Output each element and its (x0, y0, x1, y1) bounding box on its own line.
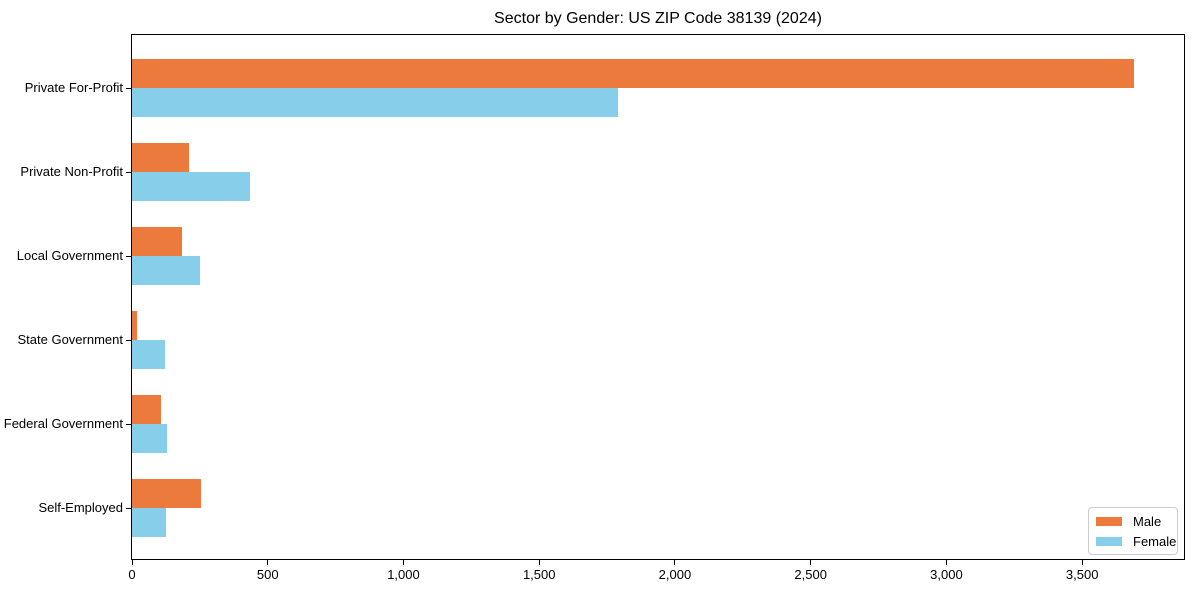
y-tick-mark (126, 424, 131, 425)
y-tick-label-state-government: State Government (17, 332, 124, 347)
x-tick-mark (945, 560, 947, 565)
legend-item-male: Male (1096, 515, 1177, 528)
chart-title: Sector by Gender: US ZIP Code 38139 (202… (494, 10, 822, 27)
female-series-swatch (1096, 536, 1122, 546)
bar-female-local-government (132, 256, 200, 285)
x-tick-mark (810, 560, 812, 565)
x-tick-label-2-000: 2,000 (658, 567, 692, 582)
male-series-swatch (1096, 516, 1122, 526)
legend-item-female: Female (1096, 535, 1177, 548)
y-tick-mark (126, 508, 131, 509)
x-tick-label-2-500: 2,500 (794, 567, 827, 582)
x-tick-mark (402, 560, 404, 565)
bar-female-private-for-profit (132, 88, 618, 117)
y-tick-mark (126, 340, 131, 341)
bar-male-self-employed (132, 479, 201, 508)
bar-male-private-for-profit (132, 59, 1134, 88)
x-tick-mark (674, 560, 676, 565)
y-tick-label-private-for-profit: Private For-Profit (24, 80, 123, 95)
x-tick-label-3-000: 3,000 (930, 567, 963, 582)
bar-male-state-government (132, 311, 137, 340)
bar-male-private-non-profit (132, 143, 189, 172)
x-tick-mark (1081, 560, 1083, 565)
y-tick-mark (126, 256, 131, 257)
y-tick-mark (126, 88, 131, 89)
x-tick-label-500: 500 (256, 567, 279, 582)
y-tick-label-private-non-profit: Private Non-Profit (20, 164, 123, 179)
bar-female-private-non-profit (132, 172, 250, 201)
legend-label-female: Female (1133, 533, 1177, 549)
x-tick-label-1-500: 1,500 (522, 567, 556, 582)
y-tick-mark (126, 172, 131, 173)
bar-female-self-employed (132, 508, 166, 537)
x-tick-label-3-500: 3,500 (1065, 567, 1099, 582)
x-tick-label-0: 0 (128, 567, 136, 582)
legend-label-male: Male (1133, 513, 1162, 529)
bar-male-federal-government (132, 395, 161, 424)
y-tick-label-self-employed: Self-Employed (38, 500, 123, 515)
y-tick-label-federal-government: Federal Government (3, 416, 123, 431)
y-tick-label-local-government: Local Government (16, 248, 123, 263)
x-tick-mark (267, 560, 269, 565)
x-tick-mark (538, 560, 540, 565)
x-tick-mark (131, 560, 133, 565)
bar-female-state-government (132, 340, 165, 369)
plot-area: Male Female (131, 34, 1185, 560)
bar-male-local-government (132, 227, 182, 256)
x-tick-label-1-000: 1,000 (387, 567, 420, 582)
bar-female-federal-government (132, 424, 167, 453)
legend: Male Female (1088, 507, 1178, 555)
